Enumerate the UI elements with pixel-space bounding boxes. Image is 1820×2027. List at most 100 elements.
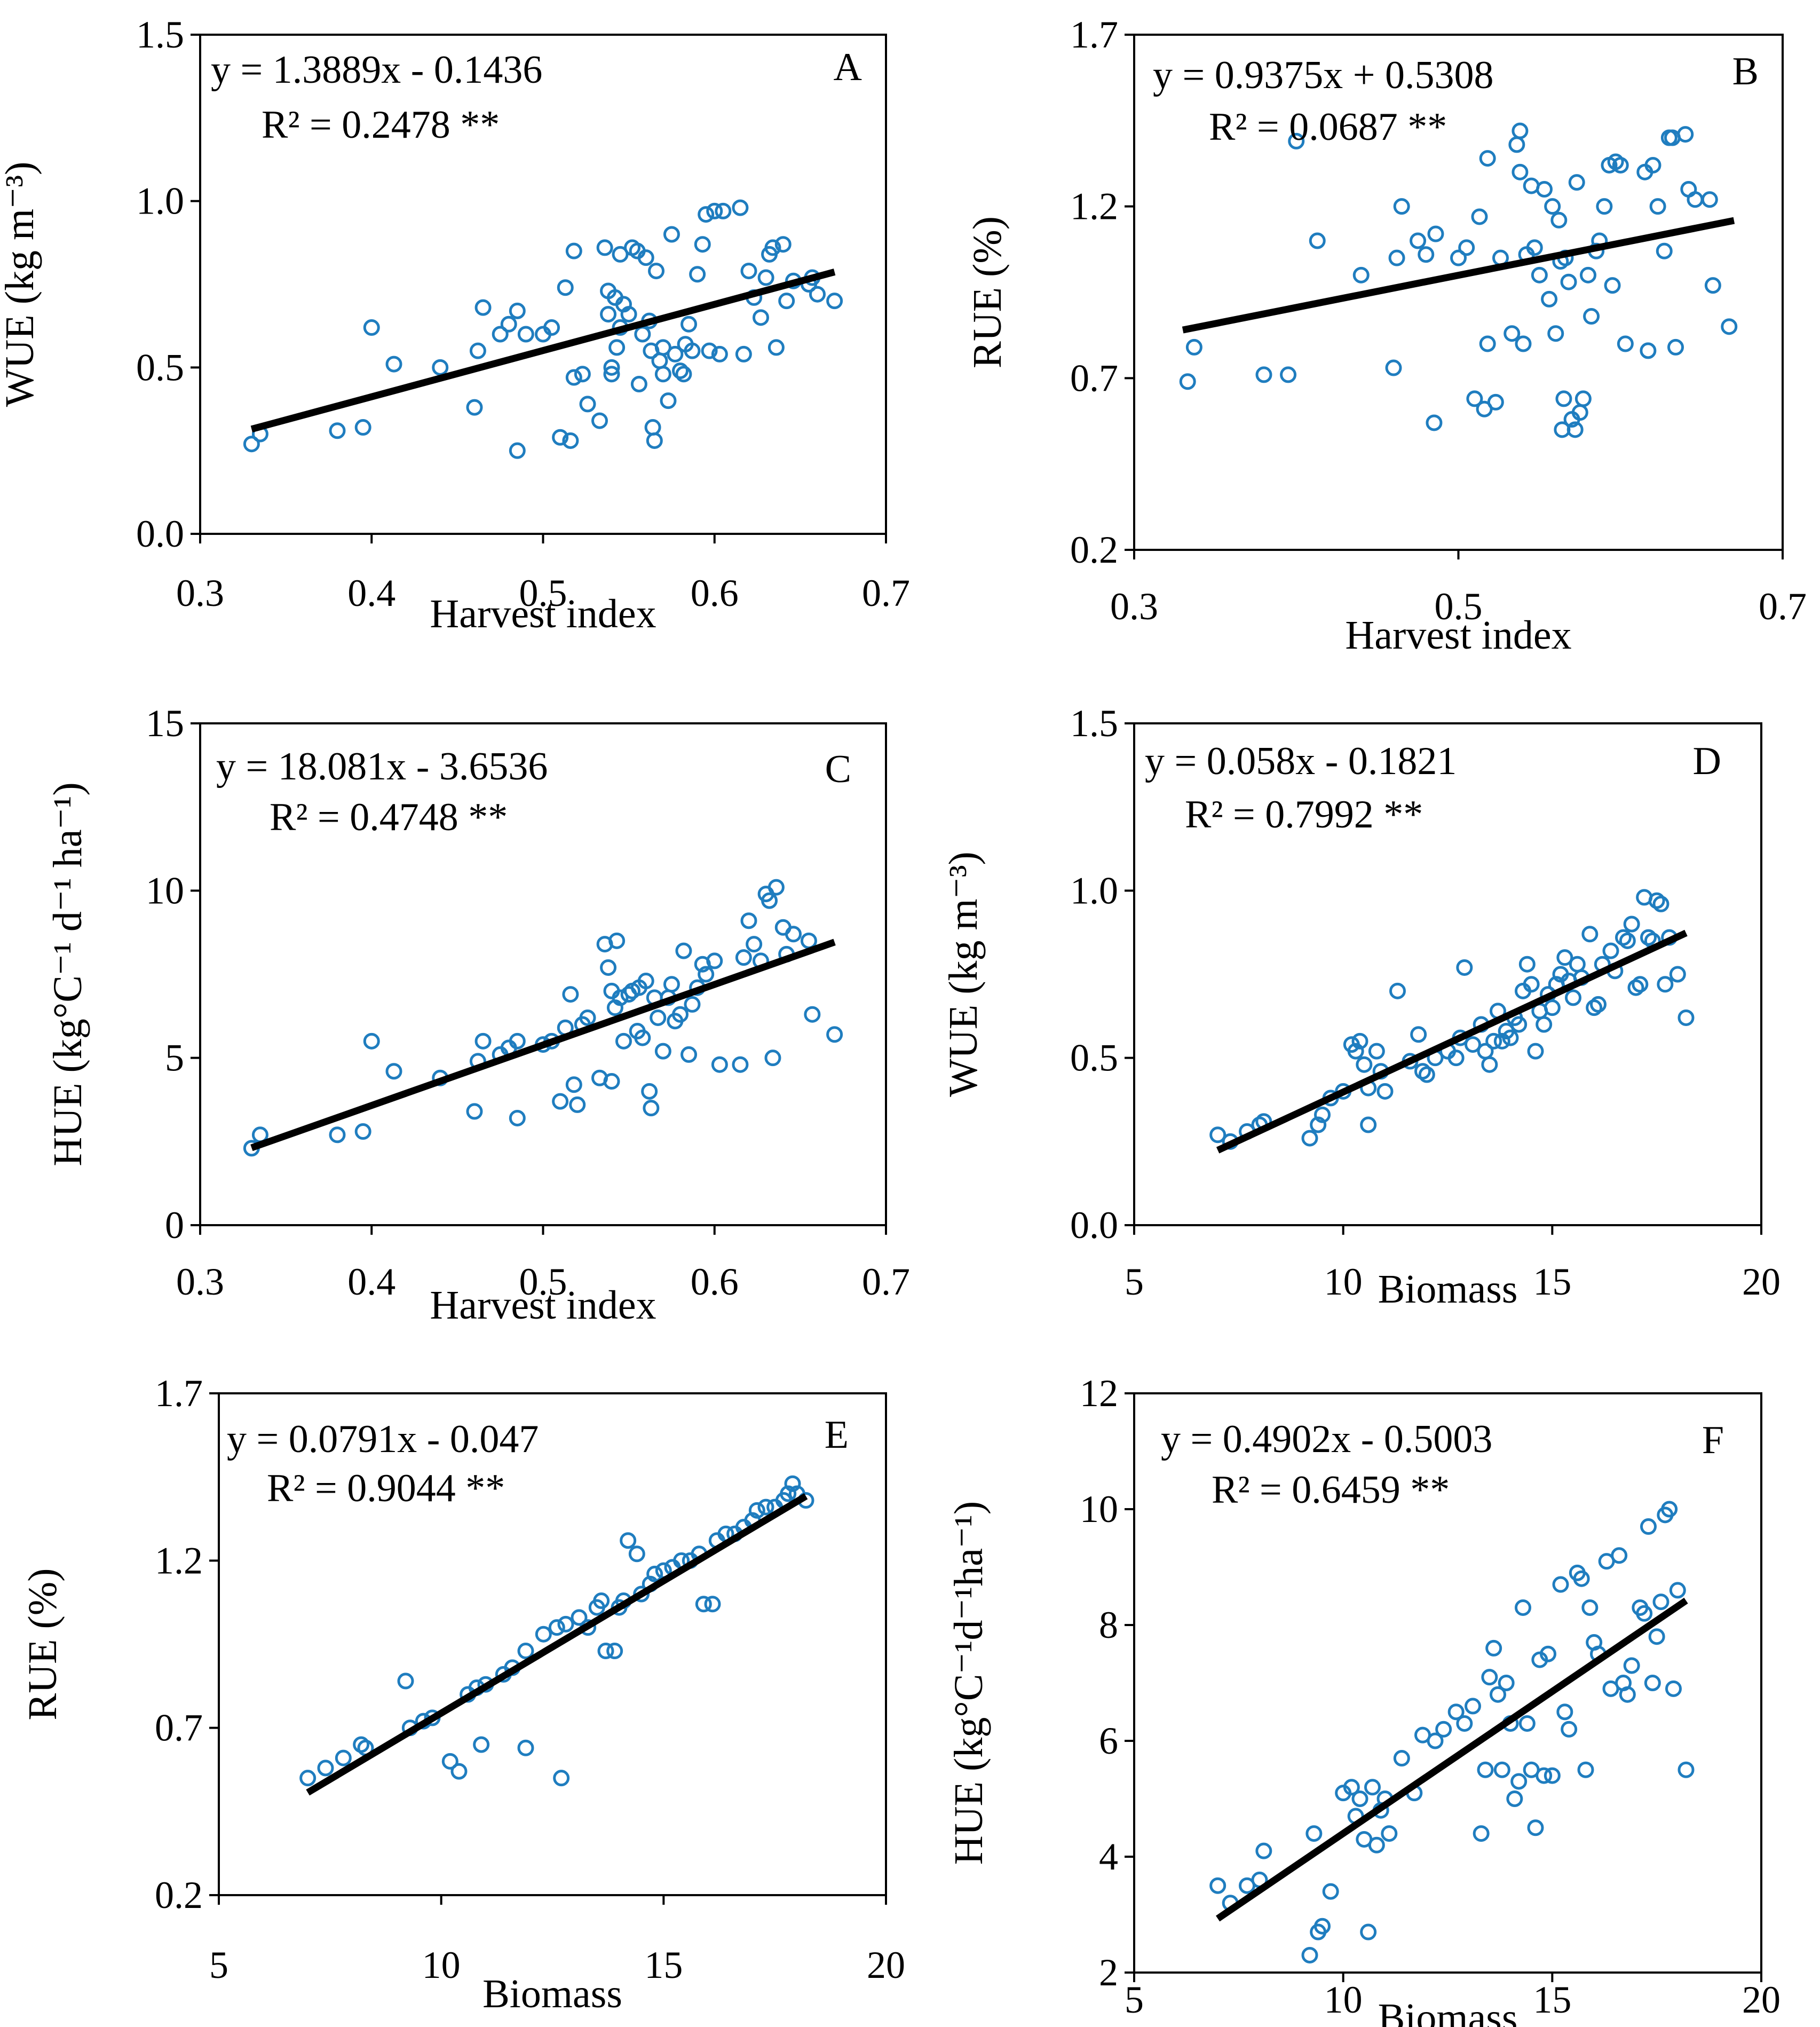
data-point <box>1314 1106 1331 1123</box>
data-point <box>243 436 260 453</box>
x-axis-label: Biomass <box>482 1971 622 2016</box>
y-tick-label: 10 <box>146 869 184 912</box>
data-point <box>651 352 668 369</box>
data-point <box>764 239 781 256</box>
data-point <box>354 1123 371 1140</box>
data-point <box>603 359 620 376</box>
plot-frame <box>218 1392 887 1896</box>
data-point <box>466 399 483 416</box>
regression-equation: y = 0.4902x - 0.5003 <box>1161 1417 1492 1461</box>
data-point <box>509 1109 526 1126</box>
data-point <box>1527 1043 1544 1060</box>
data-point <box>1485 1639 1502 1657</box>
y-tick-label: 6 <box>1099 1720 1118 1762</box>
data-point <box>633 1586 650 1603</box>
x-tick-label: 5 <box>209 1944 228 1986</box>
data-point <box>1280 366 1297 383</box>
data-point <box>767 879 785 896</box>
data-point <box>1661 1501 1678 1518</box>
data-point <box>509 442 526 459</box>
data-point <box>466 1103 483 1120</box>
x-tick-label: 0.5 <box>519 1260 567 1303</box>
data-point <box>1447 1703 1465 1721</box>
r-squared-label: R² = 0.7992 ** <box>1185 793 1423 837</box>
x-tick-label: 0.7 <box>862 1260 910 1303</box>
data-point <box>1665 1680 1682 1697</box>
data-point <box>1504 325 1521 342</box>
panel-e: 5 10 15 20 0.2 0.7 1.2 1.7 Biomass RUE (%) y = 0.0… <box>20 1372 905 2016</box>
data-point <box>735 345 752 362</box>
data-point <box>1510 1773 1528 1790</box>
data-point <box>778 293 795 310</box>
data-point <box>634 326 651 343</box>
data-point <box>1586 999 1603 1016</box>
data-point <box>1518 956 1536 973</box>
y-tick-label: 1.7 <box>1070 13 1118 56</box>
data-point <box>767 339 785 356</box>
data-point <box>1652 895 1669 912</box>
data-point <box>1179 373 1196 390</box>
data-point <box>1611 1547 1628 1564</box>
y-tick-label: 0.0 <box>1070 1204 1118 1247</box>
data-point <box>1552 1576 1569 1593</box>
regression-line <box>1216 1597 1688 1922</box>
data-point <box>608 339 626 356</box>
y-tick-label: 1.0 <box>1070 869 1118 912</box>
regression-equation: y = 1.3889x - 0.1436 <box>211 48 542 92</box>
data-point <box>1566 421 1584 438</box>
data-point <box>1565 989 1581 1006</box>
data-point <box>1427 225 1444 242</box>
regression-line <box>1182 217 1735 334</box>
data-point <box>1310 1116 1327 1133</box>
data-point <box>1418 246 1435 263</box>
r-squared-label: R² = 0.4748 ** <box>270 795 508 839</box>
data-point <box>1580 266 1596 283</box>
data-point <box>764 1050 781 1067</box>
y-tick-label: 0.5 <box>1070 1037 1118 1079</box>
data-point <box>646 432 663 449</box>
data-point <box>684 342 701 359</box>
data-point <box>706 202 723 219</box>
data-point <box>667 345 684 362</box>
panel-a: 0.3 0.4 0.5 0.6 0.7 0.0 0.5 1.0 1.5 Harvest index… <box>0 13 910 636</box>
data-point <box>1544 999 1561 1016</box>
data-point <box>654 1043 671 1060</box>
panel-d: 5 10 15 20 0.0 0.5 1.0 1.5 Biomass WUE (kg m⁻³) y … <box>941 702 1781 1312</box>
data-point <box>565 242 582 259</box>
data-point <box>1560 273 1577 290</box>
data-point <box>1481 1056 1498 1073</box>
data-point <box>557 279 574 296</box>
data-point <box>1569 956 1586 973</box>
r-squared-label: R² = 0.9044 ** <box>267 1466 505 1510</box>
data-point <box>1677 126 1694 143</box>
x-tick-label: 0.7 <box>862 572 910 614</box>
data-point <box>450 1763 468 1780</box>
data-point <box>654 366 671 383</box>
regression-equation: y = 0.058x - 0.1821 <box>1145 739 1457 783</box>
data-point <box>1458 239 1475 256</box>
data-point <box>646 1565 663 1582</box>
data-point <box>641 1083 658 1100</box>
data-point <box>1393 1750 1410 1767</box>
x-tick-label: 0.6 <box>691 1260 739 1303</box>
data-point <box>1485 1032 1502 1050</box>
x-tick-label: 5 <box>1125 1978 1144 2021</box>
data-point <box>1508 136 1525 153</box>
data-point <box>1648 1628 1665 1645</box>
data-point <box>1456 959 1473 976</box>
data-point <box>761 892 778 909</box>
data-point <box>1309 232 1326 249</box>
y-tick-label: 8 <box>1099 1604 1118 1646</box>
data-point <box>620 306 637 323</box>
data-point <box>732 199 749 216</box>
data-point <box>698 206 715 223</box>
data-point <box>680 316 698 333</box>
data-point <box>1343 1779 1360 1796</box>
data-point <box>1656 242 1673 259</box>
data-point <box>1447 1050 1465 1067</box>
x-tick-label: 10 <box>1324 1978 1363 2021</box>
data-point <box>1456 1715 1473 1732</box>
data-point <box>711 345 728 362</box>
data-point <box>684 996 701 1013</box>
data-point <box>569 1096 586 1113</box>
